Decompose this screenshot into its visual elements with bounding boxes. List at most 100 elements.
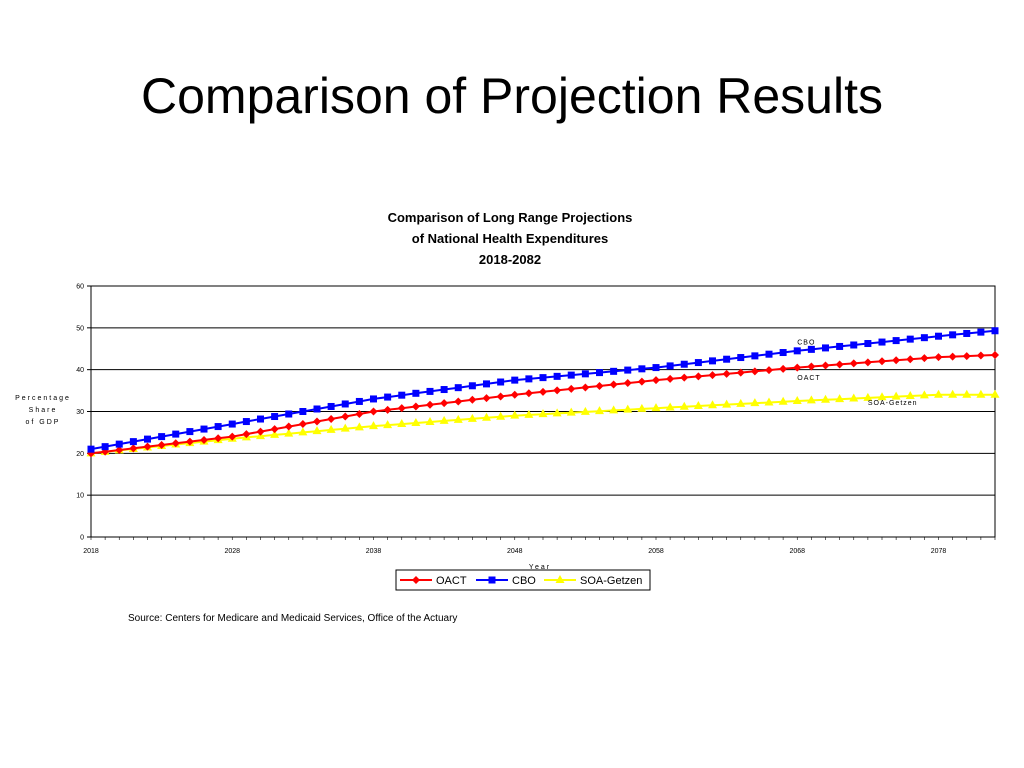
data-point	[425, 416, 435, 425]
data-point	[115, 445, 124, 454]
data-point	[892, 337, 900, 345]
data-point	[411, 402, 420, 411]
data-point	[524, 389, 533, 398]
data-point	[397, 419, 407, 428]
data-point	[736, 398, 746, 407]
data-point	[919, 390, 929, 399]
data-point	[87, 445, 95, 453]
y-tick-label: 40	[76, 367, 84, 374]
data-point	[510, 390, 519, 399]
data-point	[383, 405, 392, 414]
data-point	[750, 367, 759, 376]
data-point	[567, 384, 576, 393]
data-point	[652, 364, 660, 372]
series-line	[90, 393, 995, 455]
data-point	[482, 412, 491, 421]
data-point	[977, 328, 985, 336]
data-point	[821, 394, 830, 403]
data-point	[242, 430, 251, 439]
data-point	[863, 392, 873, 401]
data-point	[793, 363, 802, 372]
data-point	[482, 394, 491, 403]
data-point	[877, 392, 887, 401]
data-point	[257, 415, 264, 423]
data-point	[708, 371, 717, 380]
data-point	[369, 407, 378, 416]
data-point	[200, 425, 208, 433]
data-point	[270, 425, 279, 434]
data-point	[821, 361, 830, 370]
data-point	[143, 442, 152, 451]
data-point	[426, 400, 434, 409]
data-point	[736, 368, 745, 377]
data-point	[525, 375, 533, 383]
y-tick-label: 20	[76, 451, 84, 458]
y-tick-label: 50	[76, 325, 84, 332]
data-point	[623, 379, 632, 388]
data-point	[792, 396, 802, 405]
data-point	[891, 391, 901, 400]
data-point	[566, 407, 576, 416]
data-point	[822, 344, 829, 352]
series-annotation: OACT	[797, 375, 820, 382]
data-point	[312, 426, 322, 435]
data-point	[397, 404, 406, 413]
data-point	[355, 410, 364, 419]
data-point	[256, 427, 265, 436]
data-point	[906, 335, 914, 343]
data-point	[892, 356, 901, 365]
legend-item-oact: OACT	[400, 575, 467, 587]
data-point	[835, 394, 845, 403]
legend-label: OACT	[436, 575, 467, 587]
data-point	[453, 414, 463, 423]
data-point	[807, 345, 815, 353]
data-point	[623, 404, 633, 413]
data-point	[920, 334, 928, 342]
data-point	[326, 424, 336, 433]
data-point	[426, 387, 434, 395]
data-point	[355, 397, 363, 405]
data-point	[765, 366, 773, 375]
data-point	[539, 374, 547, 382]
data-point	[976, 389, 986, 398]
data-point	[905, 391, 915, 400]
series-cbo	[87, 327, 999, 453]
x-tick-label: 2058	[648, 548, 664, 555]
data-point	[581, 370, 589, 378]
legend-item-soa-getzen: SOA-Getzen	[544, 575, 642, 587]
data-point	[708, 400, 717, 409]
x-tick-label: 2018	[83, 548, 99, 555]
data-point	[723, 355, 731, 363]
chart-title-line-3: 2018-2082	[478, 252, 542, 267]
data-point	[638, 365, 646, 373]
data-point	[327, 402, 335, 410]
legend: OACT CBO SOA-Getzen	[395, 569, 651, 591]
data-point	[454, 397, 463, 406]
data-point	[354, 422, 364, 431]
data-point	[496, 411, 506, 420]
chart-title-line-2: of National Health Expenditures	[411, 231, 609, 246]
data-point	[157, 440, 166, 449]
data-point	[298, 427, 308, 436]
slide-title: Comparison of Projection Results	[141, 68, 883, 124]
data-point	[129, 438, 137, 446]
data-point	[962, 389, 972, 398]
data-point	[722, 369, 731, 378]
data-point	[270, 429, 280, 438]
x-tick-label: 2078	[931, 548, 947, 555]
x-tick-label: 2038	[366, 548, 382, 555]
data-point	[467, 413, 477, 422]
data-point	[935, 332, 942, 340]
data-point	[934, 389, 943, 398]
data-point	[652, 376, 660, 385]
data-point	[101, 443, 109, 451]
data-point	[849, 359, 858, 368]
data-point	[299, 408, 307, 415]
data-point	[680, 373, 689, 382]
data-point	[242, 418, 250, 426]
data-point	[271, 413, 279, 421]
data-point	[524, 409, 534, 418]
data-point	[384, 393, 392, 401]
data-point	[990, 389, 1000, 398]
